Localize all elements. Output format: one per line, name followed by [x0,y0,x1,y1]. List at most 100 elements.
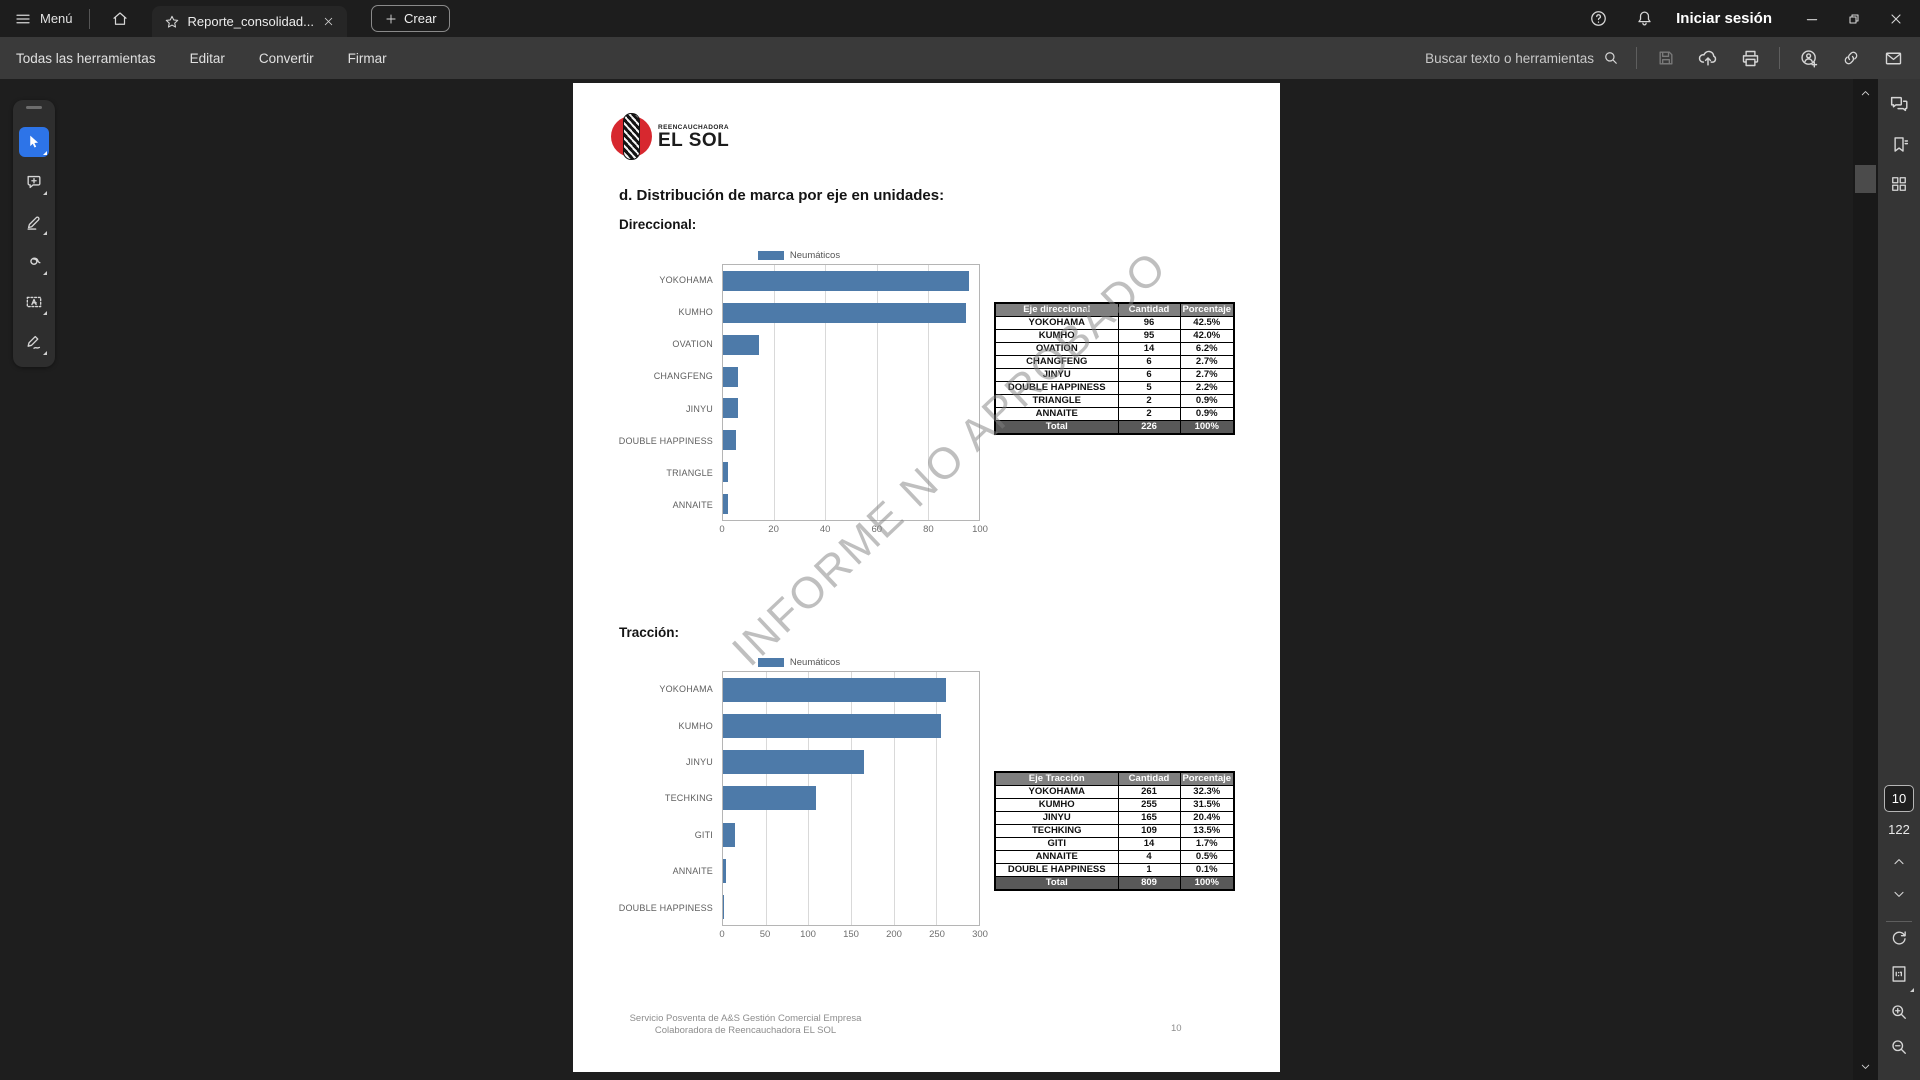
comments-panel-button[interactable] [1878,89,1920,119]
table-total-row: Total 226 100% [994,420,1235,435]
home-button[interactable] [106,5,134,33]
menu-item-convert[interactable]: Convertir [258,50,314,66]
x-tick-label: 50 [759,929,771,940]
table-cell: KUMHO [994,798,1119,812]
chart-row [723,744,979,780]
table-row: JINYU 165 20.4% [994,811,1235,825]
tool-panel [13,100,55,367]
table-cell: 165 [1117,811,1181,825]
table-header-cell: Porcentaje [1179,771,1235,786]
page-thumbnails-button[interactable] [1878,169,1920,199]
zoom-in-button[interactable] [1878,997,1920,1027]
notifications-button[interactable] [1630,5,1658,33]
divider [1886,921,1912,922]
table-cell: 1 [1117,863,1181,877]
menu-item-edit[interactable]: Editar [189,50,225,66]
menu-item-all-tools[interactable]: Todas las herramientas [16,50,156,66]
table-traccion: Eje Tracción Cantidad Porcentaje YOKOHAMA 26… [994,771,1235,891]
section-label-direccional: Direccional: [619,217,697,232]
document-heading: d. Distribución de marca por eje en unid… [619,187,945,204]
x-tick-label: 100 [800,929,816,940]
bar-annaite [723,494,729,515]
bookmarks-panel-button[interactable] [1878,129,1920,159]
table-cell: 2 [1117,394,1181,408]
lasso-icon [30,257,41,265]
share-email-button[interactable] [1880,45,1906,71]
close-tab-icon[interactable] [322,15,335,28]
bar-techking [723,786,816,811]
table-cell: 42.5% [1179,316,1235,330]
table-cell: TECHKING [994,824,1119,838]
scroll-up-button[interactable] [1853,83,1878,103]
search-button[interactable]: Buscar texto o herramientas [1425,49,1620,67]
help-button[interactable] [1584,5,1612,33]
category-label: GITI [694,829,713,840]
create-button[interactable]: Crear [371,5,450,32]
next-page-button[interactable] [1878,879,1920,909]
tool-sign-button[interactable] [19,327,49,357]
menu-button[interactable]: Menú [14,10,73,28]
chart-row [723,817,979,853]
table-cell: 6 [1117,368,1181,382]
chart-row [723,297,979,329]
legend-label: Neumáticos [789,656,841,668]
panel-handle[interactable] [26,106,42,109]
category-label: ANNAITE [672,866,713,877]
tool-add-comment-button[interactable] [19,167,49,197]
table-cell: YOKOHAMA [994,785,1119,799]
minimize-icon[interactable] [1804,11,1820,27]
tool-highlight-button[interactable] [19,207,49,237]
x-tick-label: 20 [768,524,779,535]
workspace: REENCAUCHADORA EL SOL d. Distribución de… [0,79,1920,1080]
table-cell: DOUBLE HAPPINESS [994,863,1119,877]
table-cell: 1.7% [1179,837,1235,851]
restore-icon[interactable] [1846,11,1862,27]
chart-traccion: Neumáticos YOKOHAMA KUMHO JINYU TECHKING GIT… [618,653,988,945]
tool-add-text-button[interactable] [19,287,49,317]
table-cell: 255 [1117,798,1181,812]
previous-page-button[interactable] [1878,847,1920,877]
chart-row [723,456,979,488]
email-icon [1885,52,1901,64]
fit-page-button[interactable] [1878,961,1920,992]
document-tab[interactable]: Reporte_consolidad... [151,6,348,37]
tool-draw-button[interactable] [19,247,49,277]
save-button[interactable] [1653,45,1679,71]
zoom-in-icon [1892,1005,1906,1019]
tool-select-button[interactable] [19,127,49,157]
scroll-down-button[interactable] [1853,1056,1878,1076]
table-cell: 6.2% [1179,342,1235,356]
upload-cloud-button[interactable] [1695,45,1721,71]
sign-in-button[interactable]: Iniciar sesión [1676,10,1772,27]
footer-line1: Servicio Posventa de A&S Gestión Comerci… [629,1013,862,1024]
page-number-input[interactable] [1884,785,1914,812]
x-tick-label: 80 [923,524,934,535]
table-cell: GITI [994,837,1119,851]
rotate-page-button[interactable] [1878,923,1920,953]
legend-label: Neumáticos [789,249,841,261]
tab-title: Reporte_consolidad... [187,14,315,29]
zoom-out-button[interactable] [1878,1032,1920,1062]
category-label: TRIANGLE [666,467,713,478]
menu-item-sign[interactable]: Firmar [347,50,387,66]
create-label: Crear [404,11,437,26]
zoom-out-icon [1892,1040,1906,1054]
category-label: CHANGFENG [653,371,713,382]
gridline [893,672,895,925]
bell-icon [1637,11,1651,26]
vertical-scrollbar[interactable] [1853,79,1878,1080]
legend-swatch [757,250,784,260]
print-button[interactable] [1737,45,1763,71]
table-row: TECHKING 109 13.5% [994,824,1235,838]
share-link-button[interactable] [1838,45,1864,71]
scrollbar-thumb[interactable] [1855,165,1876,193]
gridline [927,265,929,520]
request-signatures-button[interactable] [1796,45,1822,71]
table-row: GITI 14 1.7% [994,837,1235,851]
bar-double-happiness [723,894,724,919]
table-cell: 0.9% [1179,407,1235,421]
legend-swatch [757,657,784,667]
table-row: DOUBLE HAPPINESS 1 0.1% [994,863,1235,877]
close-window-icon[interactable] [1888,11,1904,27]
table-cell: 32.3% [1179,785,1235,799]
